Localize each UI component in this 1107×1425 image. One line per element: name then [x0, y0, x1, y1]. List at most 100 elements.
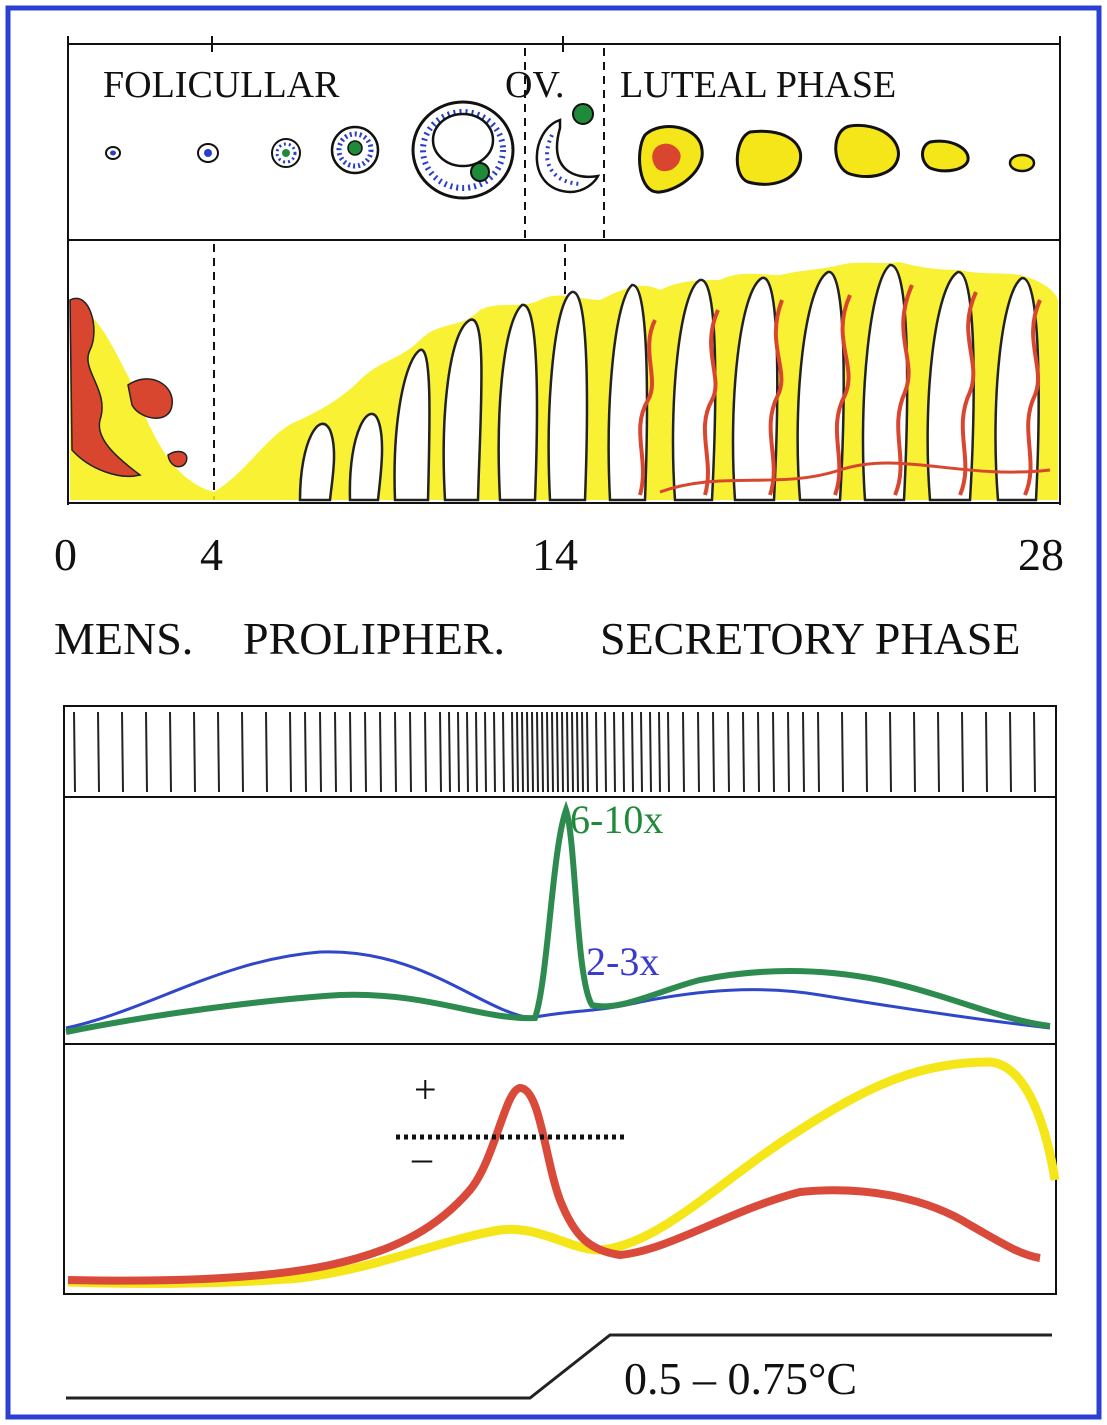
pulse-tick — [145, 711, 148, 793]
pulse-tick — [97, 711, 100, 793]
pulse-tick — [613, 711, 616, 793]
progesterone-curve — [67, 1057, 1060, 1288]
pulse-tick — [682, 711, 685, 793]
pulse-tick — [448, 711, 451, 793]
pulse-tick — [556, 711, 559, 793]
pulse-tick — [937, 711, 940, 793]
fsh-peak-label: 2-3x — [586, 939, 660, 984]
pulse-tick — [727, 711, 730, 793]
day-tick-14: 14 — [532, 529, 578, 580]
plus-sign: + — [414, 1067, 437, 1112]
pulse-tick — [531, 711, 534, 793]
pulse-tick — [622, 711, 625, 793]
pulse-tick — [265, 711, 268, 793]
pulse-tick — [121, 711, 124, 793]
pulse-tick — [581, 711, 584, 793]
ovary-panel — [67, 36, 1061, 505]
pulse-tick — [546, 711, 549, 793]
pulse-tick — [521, 711, 524, 793]
pulse-tick — [961, 711, 964, 793]
pulse-tick — [757, 711, 760, 793]
temperature-curve — [66, 1333, 1052, 1400]
pulse-tick — [985, 711, 988, 793]
pulse-tick — [571, 711, 574, 793]
pulse-tick — [551, 711, 554, 793]
pulse-tick — [409, 711, 412, 793]
pulse-tick — [516, 711, 519, 793]
pulse-tick — [334, 711, 337, 793]
day-tick-0: 0 — [54, 529, 77, 580]
follicular-label: FOLICULLAR — [103, 64, 340, 106]
day-tick-4: 4 — [200, 529, 223, 580]
pulse-tick — [595, 711, 598, 793]
lh-curve — [65, 800, 1051, 1035]
secretory-phase-label: SECRETORY PHASE — [600, 613, 1021, 664]
pulse-tick — [364, 711, 367, 793]
pulse-tick — [712, 711, 715, 793]
pulse-tick — [511, 711, 514, 793]
pulse-tick — [604, 711, 607, 793]
pulse-tick — [526, 711, 529, 793]
pulse-tick — [561, 711, 564, 793]
pulse-tick — [586, 711, 589, 793]
pulse-tick — [541, 711, 544, 793]
temperature-rise-label: 0.5 – 0.75°C — [624, 1353, 858, 1404]
pulse-tick — [787, 711, 790, 793]
pulse-tick — [493, 711, 496, 793]
day-tick-28: 28 — [1018, 529, 1064, 580]
pulse-tick — [841, 711, 844, 793]
pulse-tick — [742, 711, 745, 793]
pulse-tick — [566, 711, 569, 793]
pulse-tick — [169, 711, 172, 793]
pulse-tick — [1033, 711, 1036, 793]
pulse-tick — [379, 711, 382, 793]
pulse-tick — [817, 711, 820, 793]
pulse-tick — [697, 711, 700, 793]
pulse-tick — [640, 711, 643, 793]
pulse-tick — [289, 711, 292, 793]
pulse-tick — [484, 711, 487, 793]
pulse-tick — [631, 711, 634, 793]
pulse-tick — [193, 711, 196, 793]
luteal-label: LUTEAL PHASE — [620, 64, 897, 106]
pulse-tick — [304, 711, 307, 793]
endometrium-panel — [68, 244, 1060, 504]
pulse-tick — [913, 711, 916, 793]
pulse-tick — [457, 711, 460, 793]
estradiol-curve — [67, 1083, 1041, 1285]
hormone-panel — [63, 705, 1060, 1295]
pulse-tick — [667, 711, 670, 793]
pulse-tick — [319, 711, 322, 793]
follicle-series — [105, 100, 1036, 200]
lh-pulse-frequency — [73, 711, 1036, 793]
spiral-arteries — [638, 284, 1051, 496]
pulse-tick — [658, 711, 661, 793]
proliferative-phase-label: PROLIPHER. — [243, 613, 505, 664]
pulse-tick — [576, 711, 579, 793]
lh-peak-label: 6-10x — [570, 797, 664, 842]
pulse-tick — [349, 711, 352, 793]
minus-sign: – — [412, 1135, 432, 1180]
menstrual-shedding — [69, 297, 188, 477]
pulse-tick — [889, 711, 892, 793]
pulse-tick — [502, 711, 505, 793]
menstrual-phase-label: MENS. — [54, 613, 194, 664]
fsh-curve — [65, 950, 1051, 1030]
pulse-tick — [439, 711, 442, 793]
pulse-tick — [802, 711, 805, 793]
pulse-tick — [536, 711, 539, 793]
pulse-tick — [241, 711, 244, 793]
pulse-tick — [865, 711, 868, 793]
pulse-tick — [649, 711, 652, 793]
pulse-tick — [772, 711, 775, 793]
outer-frame — [5, 5, 1102, 1420]
pulse-tick — [394, 711, 397, 793]
pulse-tick — [73, 711, 76, 793]
pulse-tick — [1009, 711, 1012, 793]
pulse-tick — [475, 711, 478, 793]
pulse-tick — [424, 711, 427, 793]
pulse-tick — [466, 711, 469, 793]
pulse-tick — [217, 711, 220, 793]
ovulation-label: OV. — [505, 64, 565, 106]
